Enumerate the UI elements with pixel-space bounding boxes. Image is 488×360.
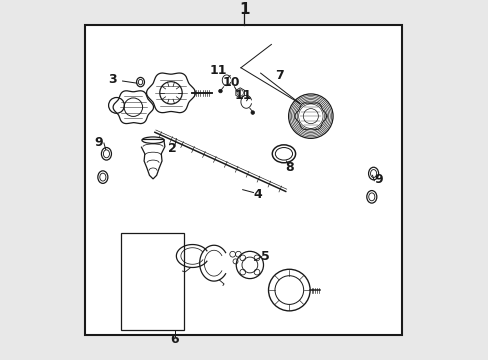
Bar: [121, 233, 183, 329]
Text: 6: 6: [170, 333, 179, 346]
Text: 11: 11: [234, 89, 252, 102]
Text: 4: 4: [253, 188, 262, 201]
Text: 8: 8: [285, 161, 293, 174]
Text: 10: 10: [222, 76, 239, 89]
Bar: [85, 25, 402, 335]
Text: 1: 1: [239, 2, 249, 17]
Text: 11: 11: [209, 64, 227, 77]
Text: 2: 2: [168, 142, 177, 155]
Text: 9: 9: [374, 174, 383, 186]
Circle shape: [218, 89, 222, 93]
Text: 9: 9: [94, 136, 102, 149]
Text: 3: 3: [108, 73, 117, 86]
Circle shape: [250, 111, 254, 114]
Text: 7: 7: [274, 69, 283, 82]
Text: 5: 5: [261, 249, 269, 262]
